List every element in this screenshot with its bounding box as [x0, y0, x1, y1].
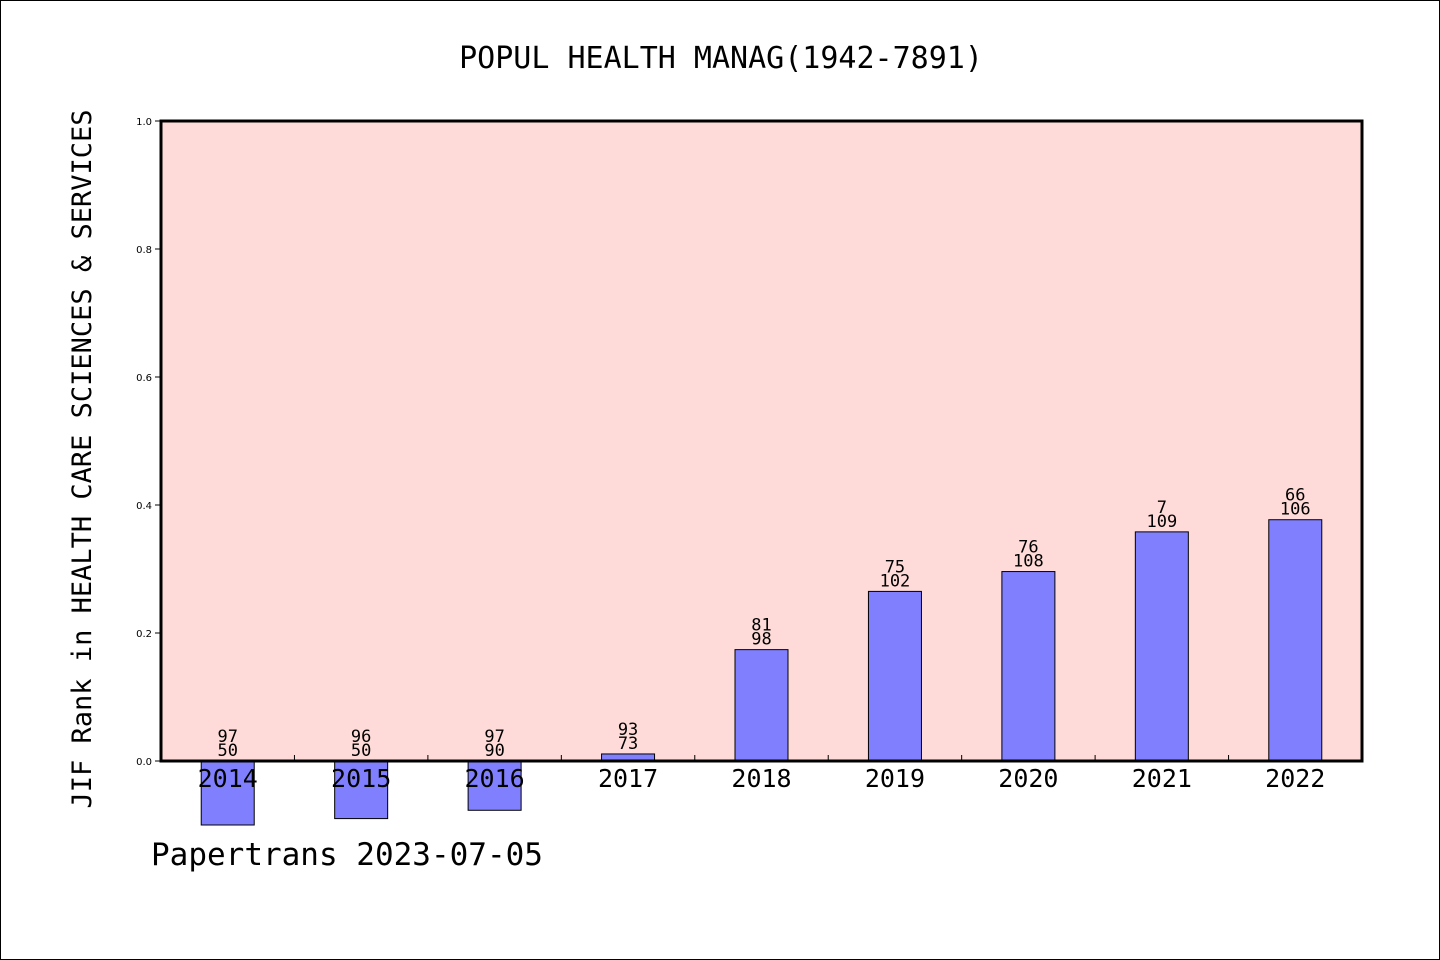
y-axis: 0.0 0.2 0.4 0.6 0.8 1.0 [136, 117, 161, 768]
bars [200, 519, 1323, 826]
data-label-top: 75 [885, 557, 905, 577]
footer-text: Papertrans 2023-07-05 [151, 837, 543, 873]
data-label-bottom: 50 [217, 741, 237, 761]
data-label-top: 7 [1157, 498, 1167, 518]
bar-2018 [734, 649, 789, 762]
x-axis: 2014 2015 2016 2017 2018 2019 2020 2021 2022 [198, 755, 1325, 793]
x-tick-label: 2019 [865, 764, 925, 793]
x-tick-label: 2021 [1132, 764, 1192, 793]
plot-border [159, 119, 1364, 763]
y-tick-label: 0.6 [136, 373, 152, 384]
data-label-bottom: 106 [1280, 500, 1311, 520]
data-label-bottom: 73 [618, 734, 638, 754]
data-label-top: 97 [484, 727, 504, 747]
data-label-top: 96 [351, 727, 371, 747]
chart-title: POPUL HEALTH MANAG(1942-7891) [459, 41, 983, 76]
data-label-bottom: 98 [751, 630, 771, 650]
data-label-top: 66 [1285, 486, 1305, 506]
y-tick-label: 0.2 [136, 629, 152, 640]
data-label-bottom: 108 [1013, 552, 1044, 572]
bar-2020 [1001, 571, 1056, 762]
y-tick-label: 0.0 [136, 757, 152, 768]
x-tick-label: 2017 [598, 764, 658, 793]
bar-2022 [1268, 519, 1323, 762]
x-tick-label: 2018 [731, 764, 791, 793]
data-label-top: 81 [751, 616, 771, 636]
data-label-bottom: 102 [880, 571, 911, 591]
bar-2021 [1134, 531, 1189, 762]
data-label-top: 76 [1018, 538, 1038, 558]
x-tick-label: 2015 [331, 764, 391, 793]
data-label-bottom: 50 [351, 741, 371, 761]
y-axis-label: JIF Rank in HEALTH CARE SCIENCES & SERVI… [67, 110, 98, 809]
data-label-top: 97 [217, 727, 237, 747]
x-tick-label: 2014 [198, 764, 258, 793]
x-tick-label: 2020 [998, 764, 1058, 793]
x-tick-label: 2022 [1265, 764, 1325, 793]
x-tick-label: 2016 [465, 764, 525, 793]
y-tick-label: 0.4 [136, 501, 152, 512]
data-label-bottom: 90 [484, 741, 504, 761]
y-tick-label: 1.0 [136, 117, 152, 128]
data-label-top: 93 [618, 720, 638, 740]
y-tick-label: 0.8 [136, 245, 152, 256]
bar-2019 [867, 590, 922, 762]
bar-2014 [200, 760, 255, 826]
bar-2015 [334, 760, 389, 820]
data-label-bottom: 109 [1146, 512, 1177, 532]
